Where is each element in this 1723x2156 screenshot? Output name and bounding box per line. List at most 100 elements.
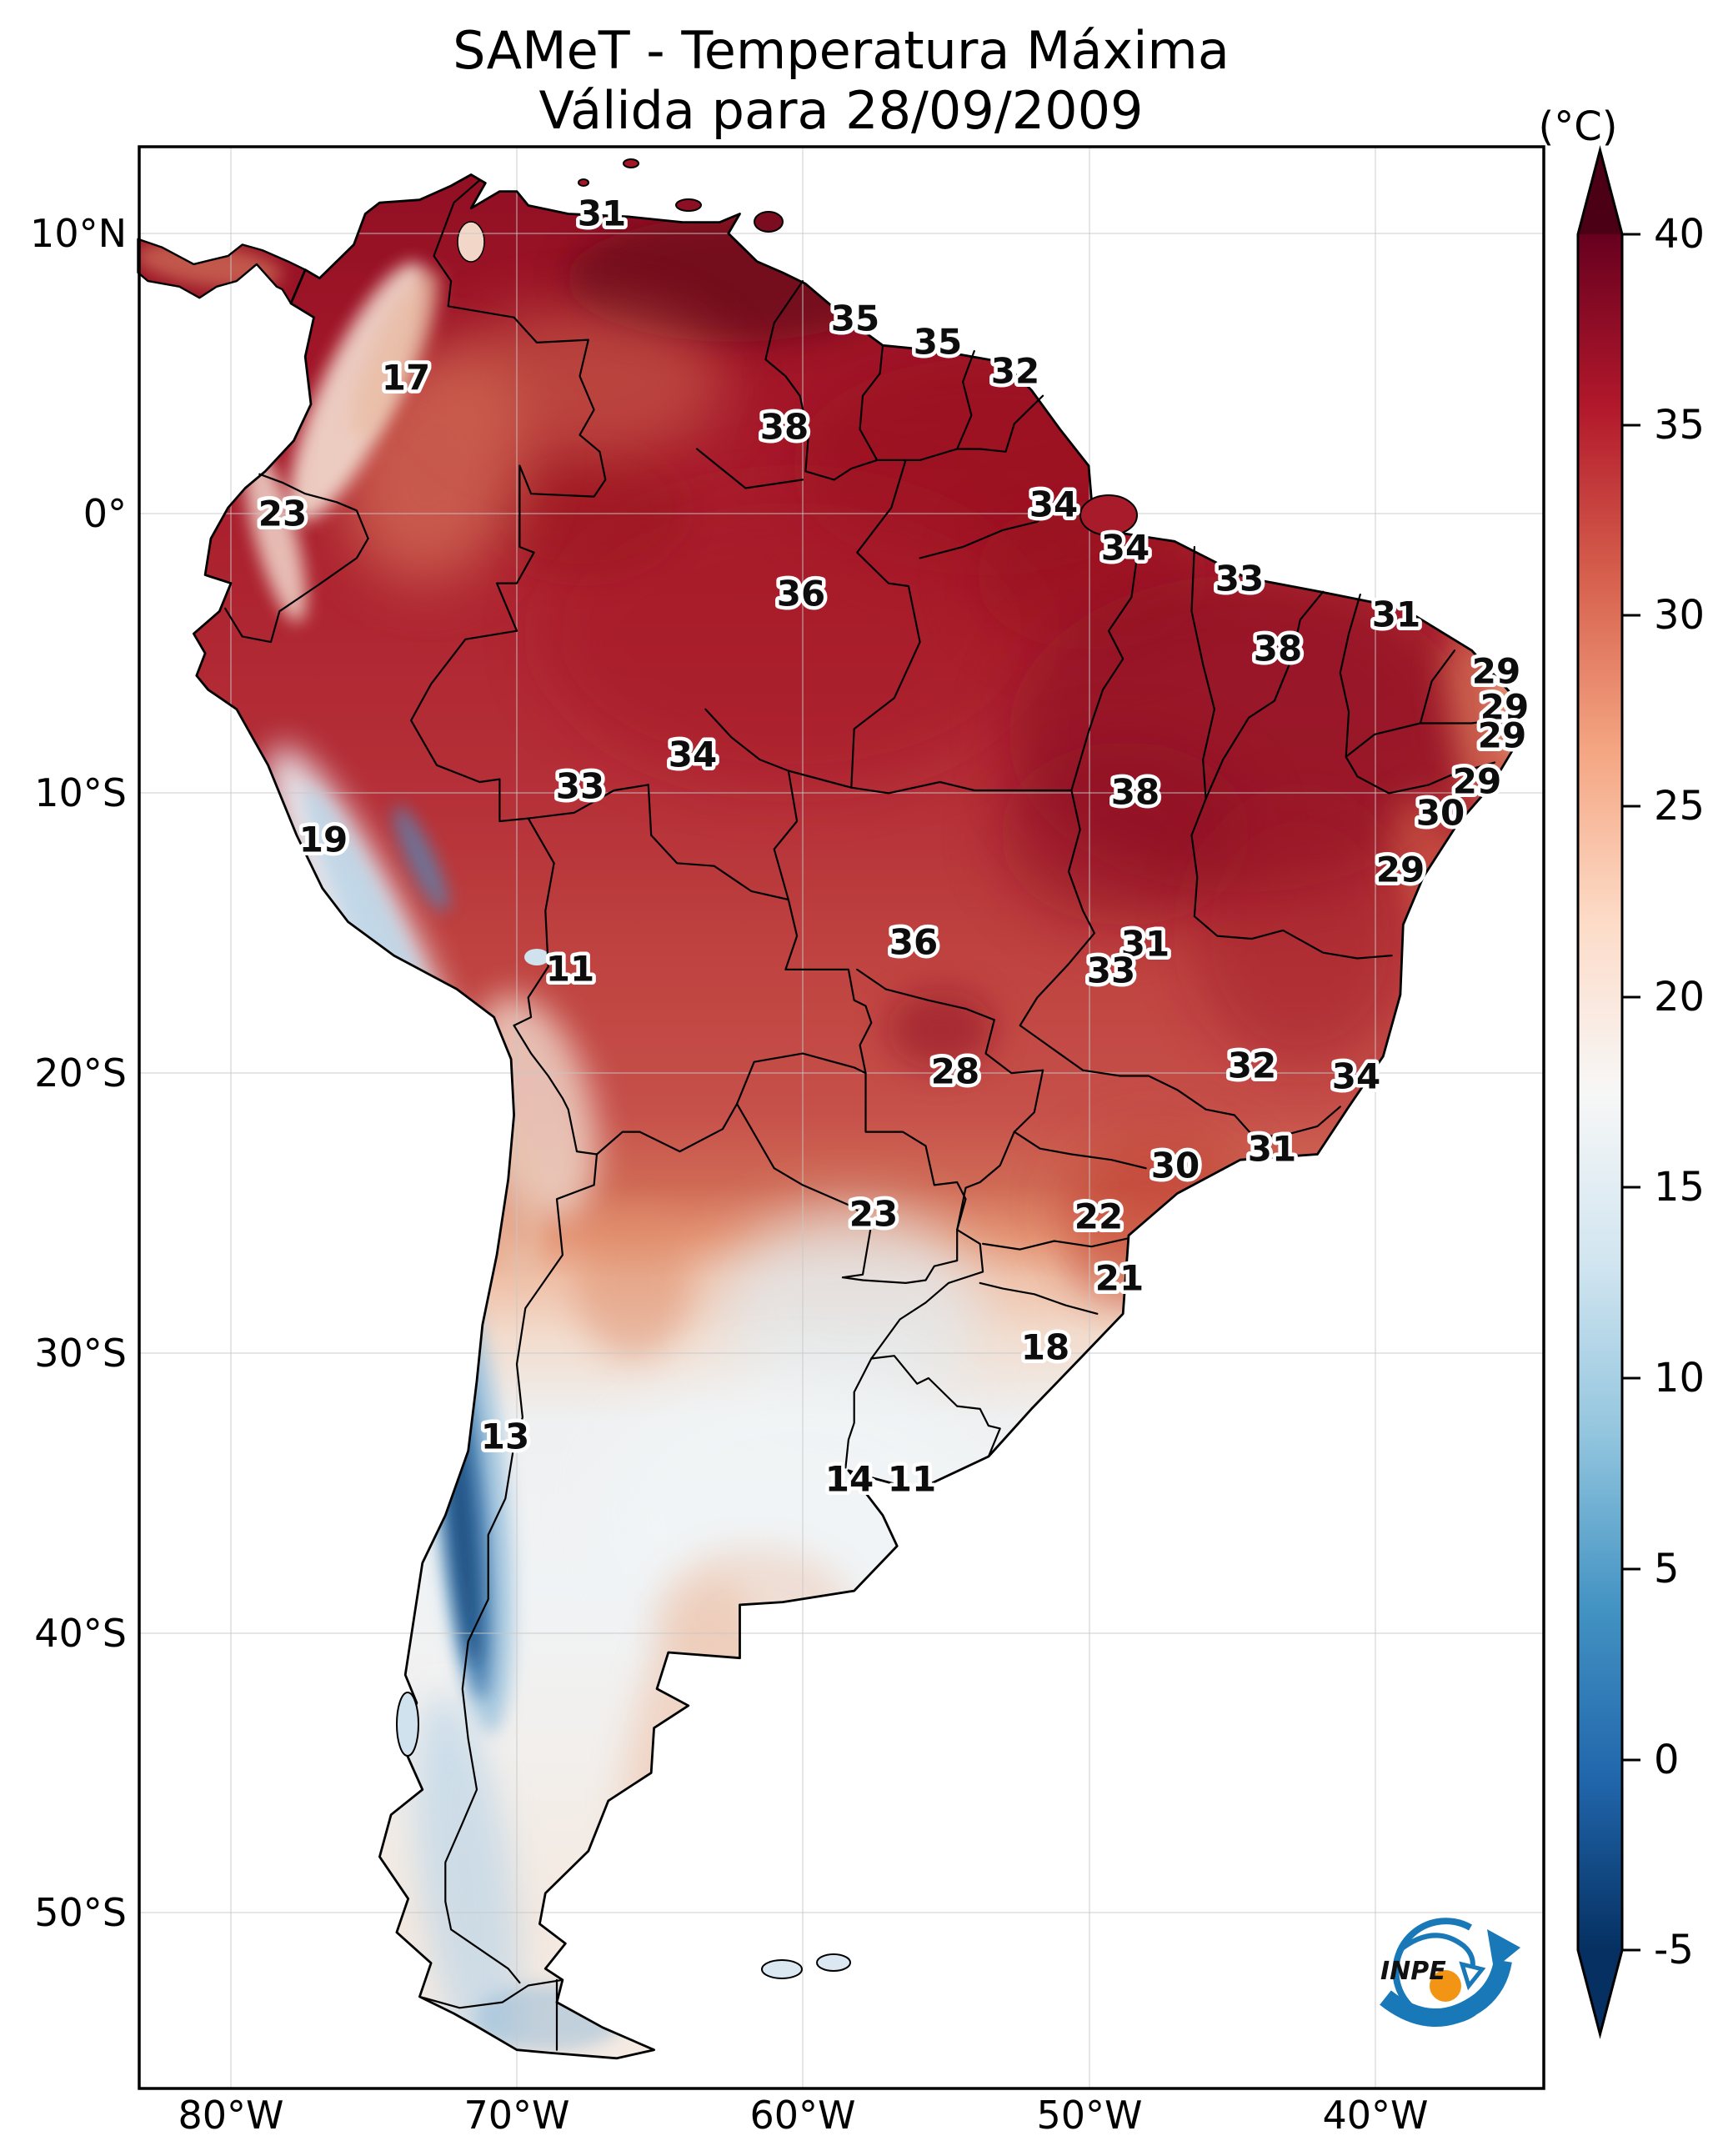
temperature-shade-blob [717, 1209, 984, 1409]
temperature-label: 23 [849, 1194, 898, 1235]
temperature-label: 29 [1453, 761, 1501, 802]
colorbar-over-arrow [1578, 150, 1622, 234]
temperature-label: 29 [1376, 850, 1425, 890]
colorbar-tick-label: 25 [1654, 783, 1705, 830]
panama-coastline [137, 238, 307, 305]
logo-arrow-head-icon [1487, 1929, 1520, 1969]
border-line [527, 784, 649, 820]
border-line [850, 780, 1073, 795]
lon-tick-label: 80°W [178, 2093, 283, 2138]
island [396, 1692, 419, 1757]
temperature-label: 29 [1478, 715, 1526, 756]
temperature-label: 36 [777, 574, 825, 614]
temperature-shade-blob [393, 805, 448, 912]
island [675, 198, 702, 212]
border-line [850, 459, 921, 789]
border-line [1345, 716, 1513, 758]
border-line [956, 1069, 1044, 1231]
border-line [1356, 761, 1496, 795]
lon-tick-label: 50°W [1036, 2093, 1142, 2138]
colorbar-tick-label: -5 [1654, 1927, 1694, 1973]
temperature-label: 21 [1095, 1258, 1144, 1299]
temperature-label: 11 [546, 949, 594, 990]
temperature-shade-blob [352, 270, 440, 439]
temperature-shade-blob [483, 442, 684, 575]
temperature-shade-blob [243, 444, 307, 623]
logo-inner-arrow [1397, 1933, 1475, 1972]
border-line [513, 862, 555, 1027]
border-line [1339, 594, 1361, 778]
border-line [844, 1229, 984, 1469]
lake-maracaibo [457, 221, 485, 263]
temperature-label: 32 [991, 351, 1039, 392]
colorbar: 40 35 30 25 20 15 10 5 0 -5 [1576, 145, 1705, 2039]
colorbar-tick-label: 40 [1654, 211, 1705, 258]
border-line [1419, 649, 1456, 725]
lon-tick-label: 40°W [1322, 2093, 1428, 2138]
lakes [457, 221, 549, 965]
temperature-label: 22 [1074, 1196, 1123, 1237]
colorbar-tick-label: 35 [1654, 402, 1705, 449]
map-title-line1: SAMeT - Temperatura Máxima [453, 20, 1230, 81]
temperature-shade-blob [1192, 800, 1409, 1067]
temperature-label: 34 [1101, 528, 1150, 569]
colorbar-tick-label: 10 [1654, 1355, 1705, 1401]
axis-tick-labels: 10°N 0° 10°S 20°S 30°S 40°S 50°S 80°W 70°W 60°W 50… [30, 211, 1428, 2138]
border-line [1193, 915, 1393, 960]
temperature-label: 35 [831, 298, 879, 339]
temperature-shade-blob [1489, 666, 1520, 765]
border-line [956, 349, 975, 450]
temperature-label: 38 [1111, 772, 1160, 813]
temperature-label: 23 [258, 494, 307, 534]
border-line [410, 629, 555, 865]
island [1079, 494, 1138, 536]
colorbar-tick-label: 15 [1654, 1164, 1705, 1211]
border-line [982, 1237, 1130, 1251]
colorbar-gradient [1578, 234, 1622, 1950]
temperature-label: 29 [1480, 687, 1529, 728]
border-line [258, 473, 369, 539]
border-line [433, 179, 607, 498]
island [816, 1953, 851, 1972]
border-line [919, 495, 1070, 559]
lat-tick-label: 0° [83, 491, 127, 536]
border-line [224, 537, 369, 644]
temperature-shade-blob [413, 1694, 520, 2058]
border-line [1070, 554, 1139, 792]
temperature-label: 35 [914, 322, 962, 363]
lake-titicaca [524, 949, 549, 965]
temperature-label: 30 [1416, 793, 1465, 834]
border-line [444, 1153, 599, 1984]
map-title-line2: Válida para 28/09/2009 [539, 80, 1144, 141]
temperature-shade-blob [542, 484, 1042, 784]
temperature-label: 28 [931, 1051, 979, 1092]
border-line [856, 968, 1044, 1075]
logo-inner-arrow-head-icon [1459, 1961, 1486, 1991]
border-line [696, 448, 804, 489]
temperature-label: 14 [825, 1459, 874, 1500]
border-line [1013, 1131, 1147, 1170]
temperature-label: 34 [1332, 1056, 1380, 1097]
logo-orange-dot-icon [1430, 1970, 1461, 2002]
lat-tick-label: 40°S [34, 1611, 127, 1656]
border-line [1067, 789, 1095, 935]
colorbar-tick-label: 5 [1654, 1546, 1680, 1592]
lat-tick-label: 20°S [34, 1050, 127, 1096]
country-state-borders [137, 173, 1522, 2060]
colorbar-tick-label: 30 [1654, 592, 1705, 639]
colorbar-tick-label: 0 [1654, 1737, 1680, 1783]
lat-tick-label: 50°S [34, 1890, 127, 1935]
temperature-label: 36 [889, 922, 938, 963]
temperature-label: 30 [1151, 1146, 1200, 1186]
temperature-shade-blob [575, 1209, 692, 1359]
logo-swoosh [1380, 1958, 1512, 2027]
border-line [495, 464, 535, 632]
temperature-label: 18 [1021, 1327, 1069, 1368]
border-line [1190, 798, 1207, 918]
colorbar-tick-label: 20 [1654, 974, 1705, 1020]
temperature-label: 33 [556, 766, 604, 807]
temperature-label: 13 [481, 1416, 529, 1457]
